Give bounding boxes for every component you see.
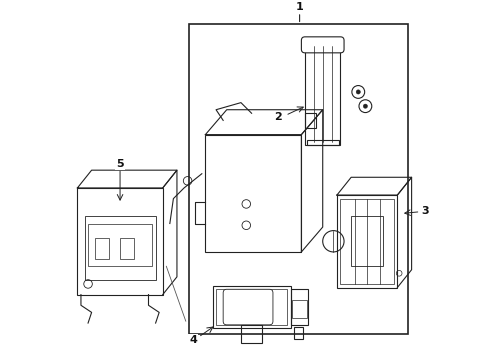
- Text: 3: 3: [420, 206, 427, 216]
- Bar: [350, 216, 383, 266]
- Circle shape: [355, 90, 360, 94]
- Text: 4: 4: [189, 335, 197, 345]
- Bar: [290, 289, 308, 325]
- Bar: [305, 113, 315, 127]
- Circle shape: [363, 104, 367, 108]
- Bar: [205, 135, 301, 252]
- Bar: [84, 216, 155, 280]
- Bar: [336, 195, 397, 288]
- Text: 2: 2: [274, 112, 282, 122]
- Bar: [340, 199, 393, 284]
- FancyBboxPatch shape: [301, 37, 344, 53]
- Text: 1: 1: [295, 2, 303, 12]
- Bar: [88, 224, 152, 266]
- Bar: [77, 188, 163, 294]
- Bar: [305, 46, 340, 145]
- Bar: [120, 238, 134, 259]
- Bar: [216, 289, 286, 325]
- Bar: [292, 300, 306, 318]
- FancyBboxPatch shape: [223, 289, 272, 325]
- Text: 5: 5: [116, 159, 123, 169]
- Bar: [241, 325, 262, 343]
- Bar: [95, 238, 109, 259]
- Bar: [306, 140, 338, 145]
- Bar: [189, 24, 407, 334]
- Bar: [212, 286, 290, 328]
- Bar: [294, 327, 303, 339]
